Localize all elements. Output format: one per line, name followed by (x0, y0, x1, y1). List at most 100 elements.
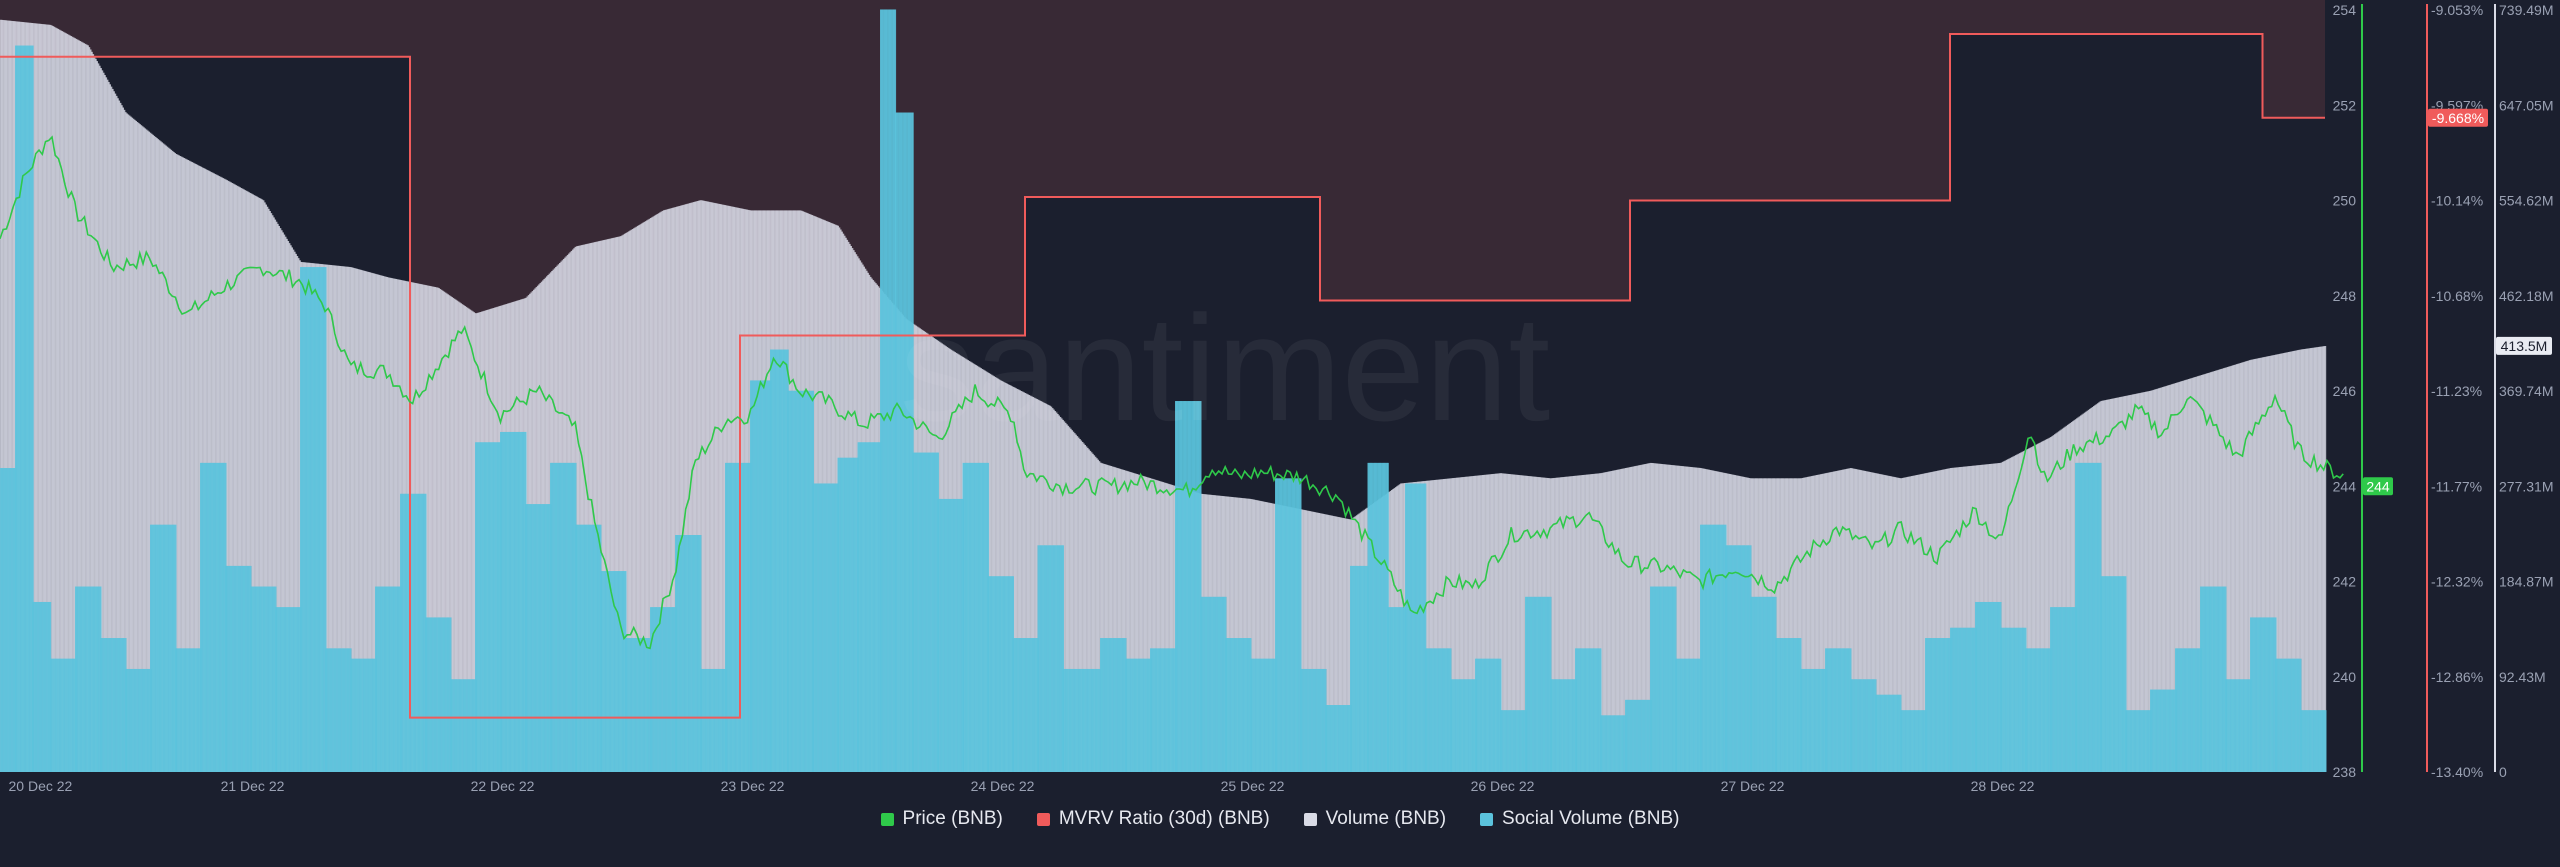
social-volume-bar (2265, 617, 2268, 772)
social-volume-bar (2009, 627, 2011, 772)
volume-bar (629, 230, 631, 773)
social-volume-bar (534, 504, 536, 772)
volume-bar (1116, 468, 1119, 772)
volume-bar (713, 202, 716, 772)
volume-bar (721, 204, 724, 772)
volume-bar (2247, 360, 2250, 772)
legend-item-volume[interactable]: Volume (BNB) (1303, 808, 1446, 830)
social-volume-bar (1581, 648, 1584, 772)
social-volume-bar (115, 638, 118, 772)
volume-bar (271, 215, 274, 772)
social-volume-bar (871, 442, 874, 772)
volume-bar (62, 31, 65, 772)
volume-bar (613, 237, 616, 772)
social-volume-bar (2239, 679, 2242, 772)
social-volume-bar (186, 648, 189, 772)
volume-bar (1339, 517, 1341, 772)
social-volume-bar (1835, 648, 1838, 772)
volume-bar (594, 242, 596, 773)
social-volume-bar (320, 267, 323, 772)
social-volume-bar (251, 586, 254, 772)
social-volume-bar (972, 462, 975, 772)
social-volume-bar (2073, 607, 2076, 772)
volume-bar (1872, 472, 1874, 772)
social-volume-bar (965, 462, 967, 772)
social-volume-bar (1925, 638, 1927, 772)
social-volume-bar (709, 668, 711, 772)
volume-bar (2255, 358, 2258, 772)
legend-item-social[interactable]: Social Volume (BNB) (1480, 808, 1679, 830)
social-volume-bar (1391, 607, 1394, 772)
social-volume-bar (1991, 601, 1994, 772)
social-volume-bar (126, 668, 129, 772)
volume-bar (2021, 451, 2024, 772)
volume-bar (468, 308, 470, 772)
volume-bar (1900, 478, 1903, 772)
social-volume-bar (1356, 565, 1359, 772)
social-volume-bar (1597, 648, 1599, 772)
social-volume-bar (1022, 638, 1025, 772)
volume-bar (2044, 439, 2047, 772)
social-volume-bar (1095, 668, 1097, 772)
volume-bar (612, 237, 615, 772)
social-volume-bar (706, 668, 709, 772)
volume-bar (1314, 512, 1317, 772)
volume-bar (2202, 374, 2204, 772)
social-volume-bar (335, 648, 338, 772)
social-volume-bar (1132, 658, 1135, 772)
volume-bar (1638, 465, 1640, 772)
volume-bar (1316, 512, 1319, 772)
social-volume-bar (539, 504, 542, 772)
volume-bar (2239, 362, 2242, 772)
volume-bar (287, 240, 290, 772)
volume-bar (1098, 461, 1101, 772)
social-volume-bar (0, 468, 2, 772)
volume-bar (1106, 464, 1109, 772)
volume-bar (1257, 500, 1259, 772)
legend-item-price[interactable]: Price (BNB) (880, 808, 1003, 830)
social-volume-bar (1490, 658, 1493, 772)
social-volume-bar (127, 668, 130, 772)
social-volume-bar (765, 380, 768, 772)
volume-bar (1077, 437, 1080, 772)
volume-bar (144, 128, 147, 772)
social-volume-bar (1059, 545, 1062, 772)
volume-bar (1341, 517, 1344, 772)
volume-bar (336, 265, 339, 772)
social-volume-bar (1180, 401, 1182, 772)
social-volume-bar (1232, 638, 1235, 772)
volume-bar (1797, 478, 1800, 772)
volume-bar (1632, 466, 1635, 772)
social-volume-bar (1640, 699, 1643, 772)
volume-bar (2294, 350, 2297, 772)
social-volume-bar (1226, 638, 1229, 772)
volume-bar (1015, 388, 1018, 772)
social-volume-bar (1481, 658, 1484, 772)
social-volume-bar (288, 607, 290, 772)
x-tick-label: 20 Dec 22 (9, 778, 73, 794)
social-volume-bar (1213, 596, 1215, 772)
social-volume-bar (515, 431, 518, 772)
volume-bar (716, 203, 719, 772)
social-volume-bar (1270, 658, 1273, 772)
social-volume-bar (673, 607, 676, 772)
social-volume-bar (833, 483, 836, 772)
volume-bar (1118, 468, 1120, 772)
social-volume-bar (878, 442, 881, 772)
social-volume-bar (180, 648, 182, 772)
legend-item-mvrv[interactable]: MVRV Ratio (30d) (BNB) (1036, 808, 1270, 830)
social-volume-bar (452, 679, 455, 772)
social-volume-bar (2169, 689, 2172, 772)
social-volume-bar (656, 607, 659, 772)
volume-bar (296, 255, 299, 772)
social-volume-bar (460, 679, 463, 772)
social-volume-bar (1087, 668, 1089, 772)
social-volume-bar (1136, 658, 1139, 772)
social-volume-bar (1218, 596, 1220, 772)
social-volume-bar (2216, 586, 2219, 772)
social-volume-bar (1425, 648, 1427, 772)
social-volume-bar (2130, 710, 2132, 772)
social-volume-bar (1919, 710, 1922, 772)
social-volume-bar (209, 462, 211, 772)
social-volume-bar (1865, 679, 1868, 772)
